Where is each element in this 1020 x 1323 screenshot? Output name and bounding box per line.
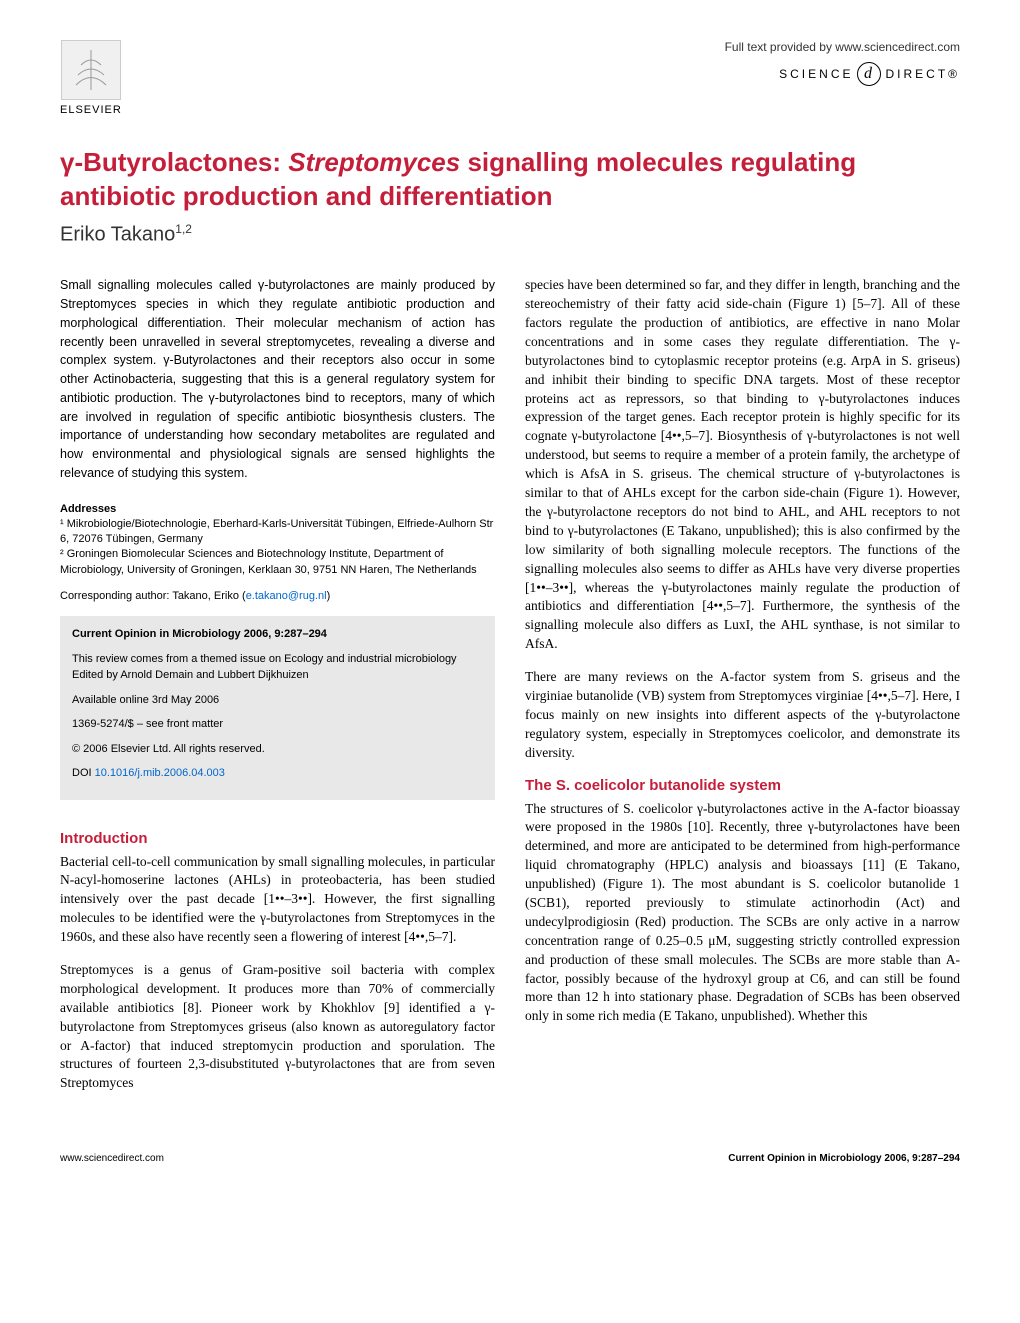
journal-pages: 9:287–294 — [274, 628, 327, 640]
doi-link[interactable]: 10.1016/j.mib.2006.04.003 — [95, 767, 225, 779]
col2-paragraph-1: species have been determined so far, and… — [525, 276, 960, 654]
abstract: Small signalling molecules called γ-buty… — [60, 276, 495, 482]
butanolide-heading: The S. coelicolor butanolide system — [525, 777, 960, 794]
journal-info-box: Current Opinion in Microbiology 2006, 9:… — [60, 616, 495, 800]
review-note: This review comes from a themed issue on… — [72, 651, 483, 684]
journal-year: 2006, — [241, 628, 275, 640]
elsevier-tree-icon — [61, 40, 121, 100]
author-email[interactable]: e.takano@rug.nl — [246, 590, 327, 602]
author-line: Eriko Takano1,2 — [60, 222, 960, 247]
author-affiliation: 1,2 — [175, 222, 192, 236]
address-1: ¹ Mikrobiologie/Biotechnologie, Eberhard… — [60, 517, 495, 548]
issn-line: 1369-5274/$ – see front matter — [72, 716, 483, 733]
corresponding-label: Corresponding author: Takano, Eriko ( — [60, 590, 246, 602]
intro-paragraph-2: Streptomyces is a genus of Gram-positive… — [60, 961, 495, 1093]
page-footer: www.sciencedirect.com Current Opinion in… — [60, 1147, 960, 1164]
elsevier-label: ELSEVIER — [60, 104, 122, 116]
footer-left: www.sciencedirect.com — [60, 1153, 164, 1164]
footer-right: Current Opinion in Microbiology 2006, 9:… — [728, 1153, 960, 1164]
sciencedirect-icon: d — [857, 62, 881, 86]
page-header: ELSEVIER Full text provided by www.scien… — [60, 40, 960, 116]
intro-paragraph-1: Bacterial cell-to-cell communication by … — [60, 853, 495, 947]
science-direct-logo: SCIENCE d DIRECT® — [725, 62, 960, 86]
two-column-layout: Small signalling molecules called γ-buty… — [60, 276, 960, 1107]
article-title: γ-Butyrolactones: Streptomyces signallin… — [60, 146, 960, 214]
doi-line: DOI 10.1016/j.mib.2006.04.003 — [72, 765, 483, 782]
fulltext-provider: Full text provided by www.sciencedirect.… — [725, 40, 960, 54]
science-label: SCIENCE — [779, 67, 853, 81]
journal-name: Current Opinion in Microbiology — [72, 628, 241, 640]
author-name: Eriko Takano — [60, 223, 175, 245]
journal-reference: Current Opinion in Microbiology 2006, 9:… — [72, 626, 483, 643]
doi-label: DOI — [72, 767, 95, 779]
left-column: Small signalling molecules called γ-buty… — [60, 276, 495, 1107]
direct-label: DIRECT® — [885, 67, 960, 81]
corresponding-close: ) — [327, 590, 331, 602]
elsevier-logo: ELSEVIER — [60, 40, 122, 116]
title-italic: Streptomyces — [288, 147, 460, 177]
address-2: ² Groningen Biomolecular Sciences and Bi… — [60, 547, 495, 578]
addresses-block: ¹ Mikrobiologie/Biotechnologie, Eberhard… — [60, 517, 495, 579]
title-prefix: γ-Butyrolactones: — [60, 147, 288, 177]
online-date: Available online 3rd May 2006 — [72, 692, 483, 709]
copyright-line: © 2006 Elsevier Ltd. All rights reserved… — [72, 741, 483, 758]
introduction-heading: Introduction — [60, 830, 495, 847]
right-column: species have been determined so far, and… — [525, 276, 960, 1107]
col2-paragraph-2: There are many reviews on the A-factor s… — [525, 668, 960, 762]
header-right: Full text provided by www.sciencedirect.… — [725, 40, 960, 86]
addresses-heading: Addresses — [60, 503, 495, 515]
butanolide-paragraph-1: The structures of S. coelicolor γ-butyro… — [525, 800, 960, 1027]
corresponding-author: Corresponding author: Takano, Eriko (e.t… — [60, 590, 495, 602]
